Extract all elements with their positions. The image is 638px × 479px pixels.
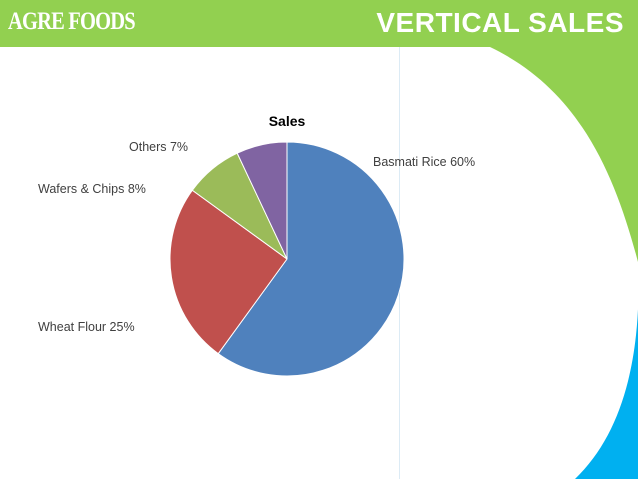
slice-label-wafers-chips: Wafers & Chips 8%	[38, 182, 146, 196]
slide-title: VERTICAL SALES	[376, 7, 624, 38]
pie-slice-wheat-flour	[169, 189, 288, 355]
slice-label-others: Others 7%	[129, 140, 188, 154]
blue-corner-shape	[575, 258, 638, 479]
pie-slice-basmati-rice	[217, 141, 405, 377]
green-curve-shape	[490, 47, 638, 262]
slice-label-wheat-flour: Wheat Flour 25%	[38, 320, 135, 334]
pie-slice-others	[236, 141, 288, 260]
slice-label-basmati-rice: Basmati Rice 60%	[373, 155, 475, 169]
header-bar: AGRE FOODS VERTICAL SALES	[0, 0, 638, 47]
brand-logo: AGRE FOODS	[8, 8, 136, 35]
chart-title: Sales	[269, 113, 306, 129]
